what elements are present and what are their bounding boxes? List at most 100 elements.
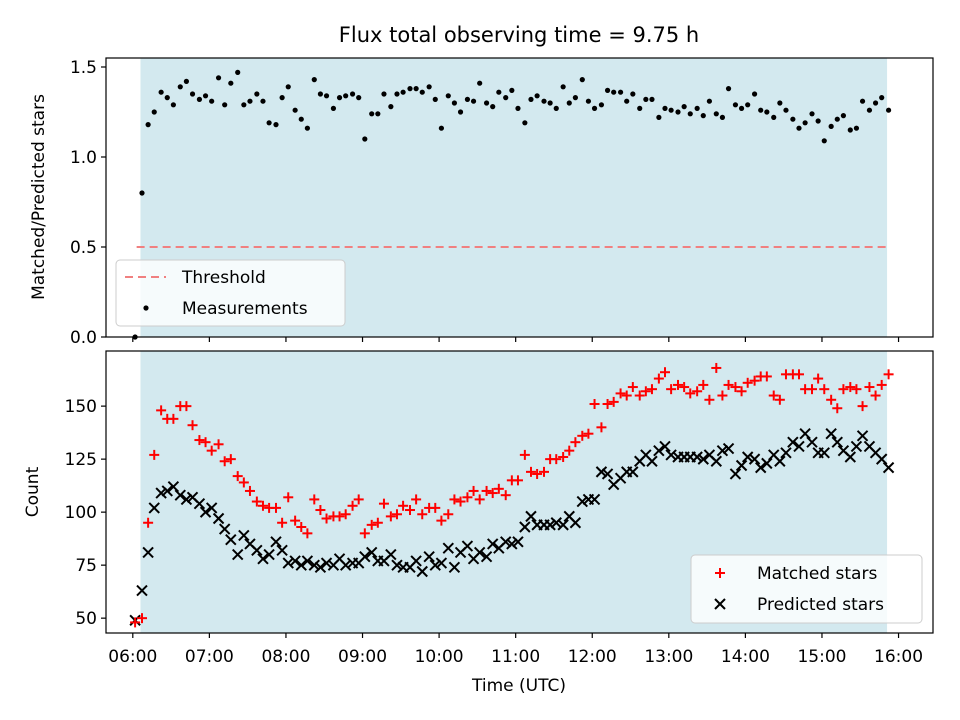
matched-star-marker — [876, 379, 887, 390]
matched-star-marker — [206, 445, 217, 456]
predicted-star-marker — [257, 553, 269, 565]
measurement-point — [522, 120, 528, 126]
predicted-star-markers — [129, 427, 895, 626]
predicted-star-marker — [167, 480, 180, 493]
measurement-point — [879, 95, 885, 101]
matched-star-marker — [653, 373, 664, 384]
matched-star-marker — [819, 384, 830, 395]
matched-star-marker — [474, 494, 485, 505]
matched-star-marker — [512, 475, 523, 486]
measurement-point — [247, 98, 253, 104]
count-axes-frame — [105, 350, 934, 634]
predicted-star-marker — [251, 544, 263, 557]
matched-star-marker — [251, 496, 262, 507]
measurement-point — [687, 111, 693, 117]
matched-star-marker — [711, 362, 722, 373]
matched-star-marker — [608, 396, 619, 407]
matched-star-marker — [596, 422, 607, 433]
matched-star-marker — [315, 505, 326, 516]
measurement-point — [719, 114, 726, 120]
matched-star-marker — [430, 502, 441, 513]
measurement-point — [700, 113, 706, 119]
x-tick-label: 13:00 — [644, 647, 693, 667]
predicted-star-marker — [320, 557, 333, 569]
predicted-star-marker — [155, 487, 167, 499]
predicted-star-marker — [500, 536, 512, 548]
matched-star-marker — [558, 452, 569, 463]
ratio-x-ticks — [132, 337, 900, 342]
predicted-star-marker — [180, 493, 193, 506]
predicted-star-marker — [263, 548, 275, 561]
matched-star-marker — [679, 382, 690, 393]
measurement-point — [872, 100, 879, 106]
predicted-star-marker — [410, 555, 422, 567]
y-tick-label: 100 — [65, 503, 97, 523]
x-tick-label: 11:00 — [491, 647, 540, 667]
predicted-star-marker — [301, 555, 314, 567]
matched-star-marker — [290, 515, 301, 526]
measurement-point — [611, 89, 617, 95]
matched-star-marker — [583, 428, 594, 439]
matched-star-marker — [807, 384, 818, 395]
matched-star-marker — [864, 382, 875, 393]
measurement-point — [375, 111, 381, 117]
matched-star-marker — [378, 498, 389, 509]
matched-star-markers — [130, 362, 894, 628]
measurement-point — [273, 122, 279, 128]
y-tick-label: 1.0 — [70, 148, 97, 168]
measurement-point — [254, 91, 260, 97]
ratio-legend-box — [115, 259, 346, 327]
predicted-star-marker — [416, 565, 428, 578]
measurement-point — [840, 113, 847, 119]
predicted-star-marker — [506, 538, 518, 550]
measurement-point — [394, 91, 400, 97]
count-y-ticks: 50 75 100 125 150 — [65, 397, 106, 629]
predicted-star-marker — [844, 451, 857, 463]
measurement-point — [317, 91, 324, 97]
measurement-point — [809, 111, 815, 117]
measurement-point — [483, 100, 490, 106]
measurement-point — [336, 95, 343, 101]
predicted-star-marker — [659, 440, 671, 453]
matched-star-marker — [391, 509, 402, 520]
matched-star-marker — [194, 435, 205, 446]
matched-star-marker — [366, 519, 377, 530]
x-tick-label: 14:00 — [721, 647, 770, 667]
matched-star-marker — [283, 492, 294, 503]
matched-star-marker — [832, 403, 843, 414]
y-tick-label: 150 — [65, 397, 97, 417]
measurement-point — [407, 86, 413, 92]
matched-star-marker — [870, 390, 881, 401]
matched-star-marker — [500, 490, 511, 501]
matched-star-marker — [143, 517, 154, 528]
matched-star-marker — [156, 405, 167, 416]
measurement-point — [202, 93, 209, 99]
matched-star-marker — [793, 369, 804, 380]
matched-star-marker — [334, 511, 345, 522]
measurement-point — [630, 91, 636, 97]
predicted-star-marker — [148, 502, 160, 514]
y-tick-label: 1.5 — [70, 58, 97, 78]
measurement-point — [388, 104, 394, 110]
measurement-point — [802, 120, 808, 126]
predicted-star-marker — [818, 447, 830, 459]
y-tick-label: 50 — [75, 609, 97, 629]
predicted-star-marker — [295, 559, 307, 571]
predicted-star-marker — [691, 451, 703, 463]
legend-matched-swatch — [715, 568, 725, 578]
measurement-point — [515, 105, 521, 111]
y-tick-label: 125 — [65, 450, 97, 470]
measurement-point — [464, 96, 471, 102]
predicted-star-marker — [646, 455, 658, 467]
measurement-point — [432, 96, 438, 102]
predicted-star-marker — [423, 550, 435, 563]
matched-star-marker — [659, 367, 670, 378]
x-tick-label: 06:00 — [108, 647, 157, 667]
predicted-star-marker — [882, 461, 895, 474]
predicted-star-marker — [856, 430, 869, 442]
measurement-point — [509, 87, 515, 93]
predicted-star-marker — [519, 521, 531, 533]
measurement-point — [292, 107, 298, 113]
matched-star-marker — [487, 488, 498, 499]
